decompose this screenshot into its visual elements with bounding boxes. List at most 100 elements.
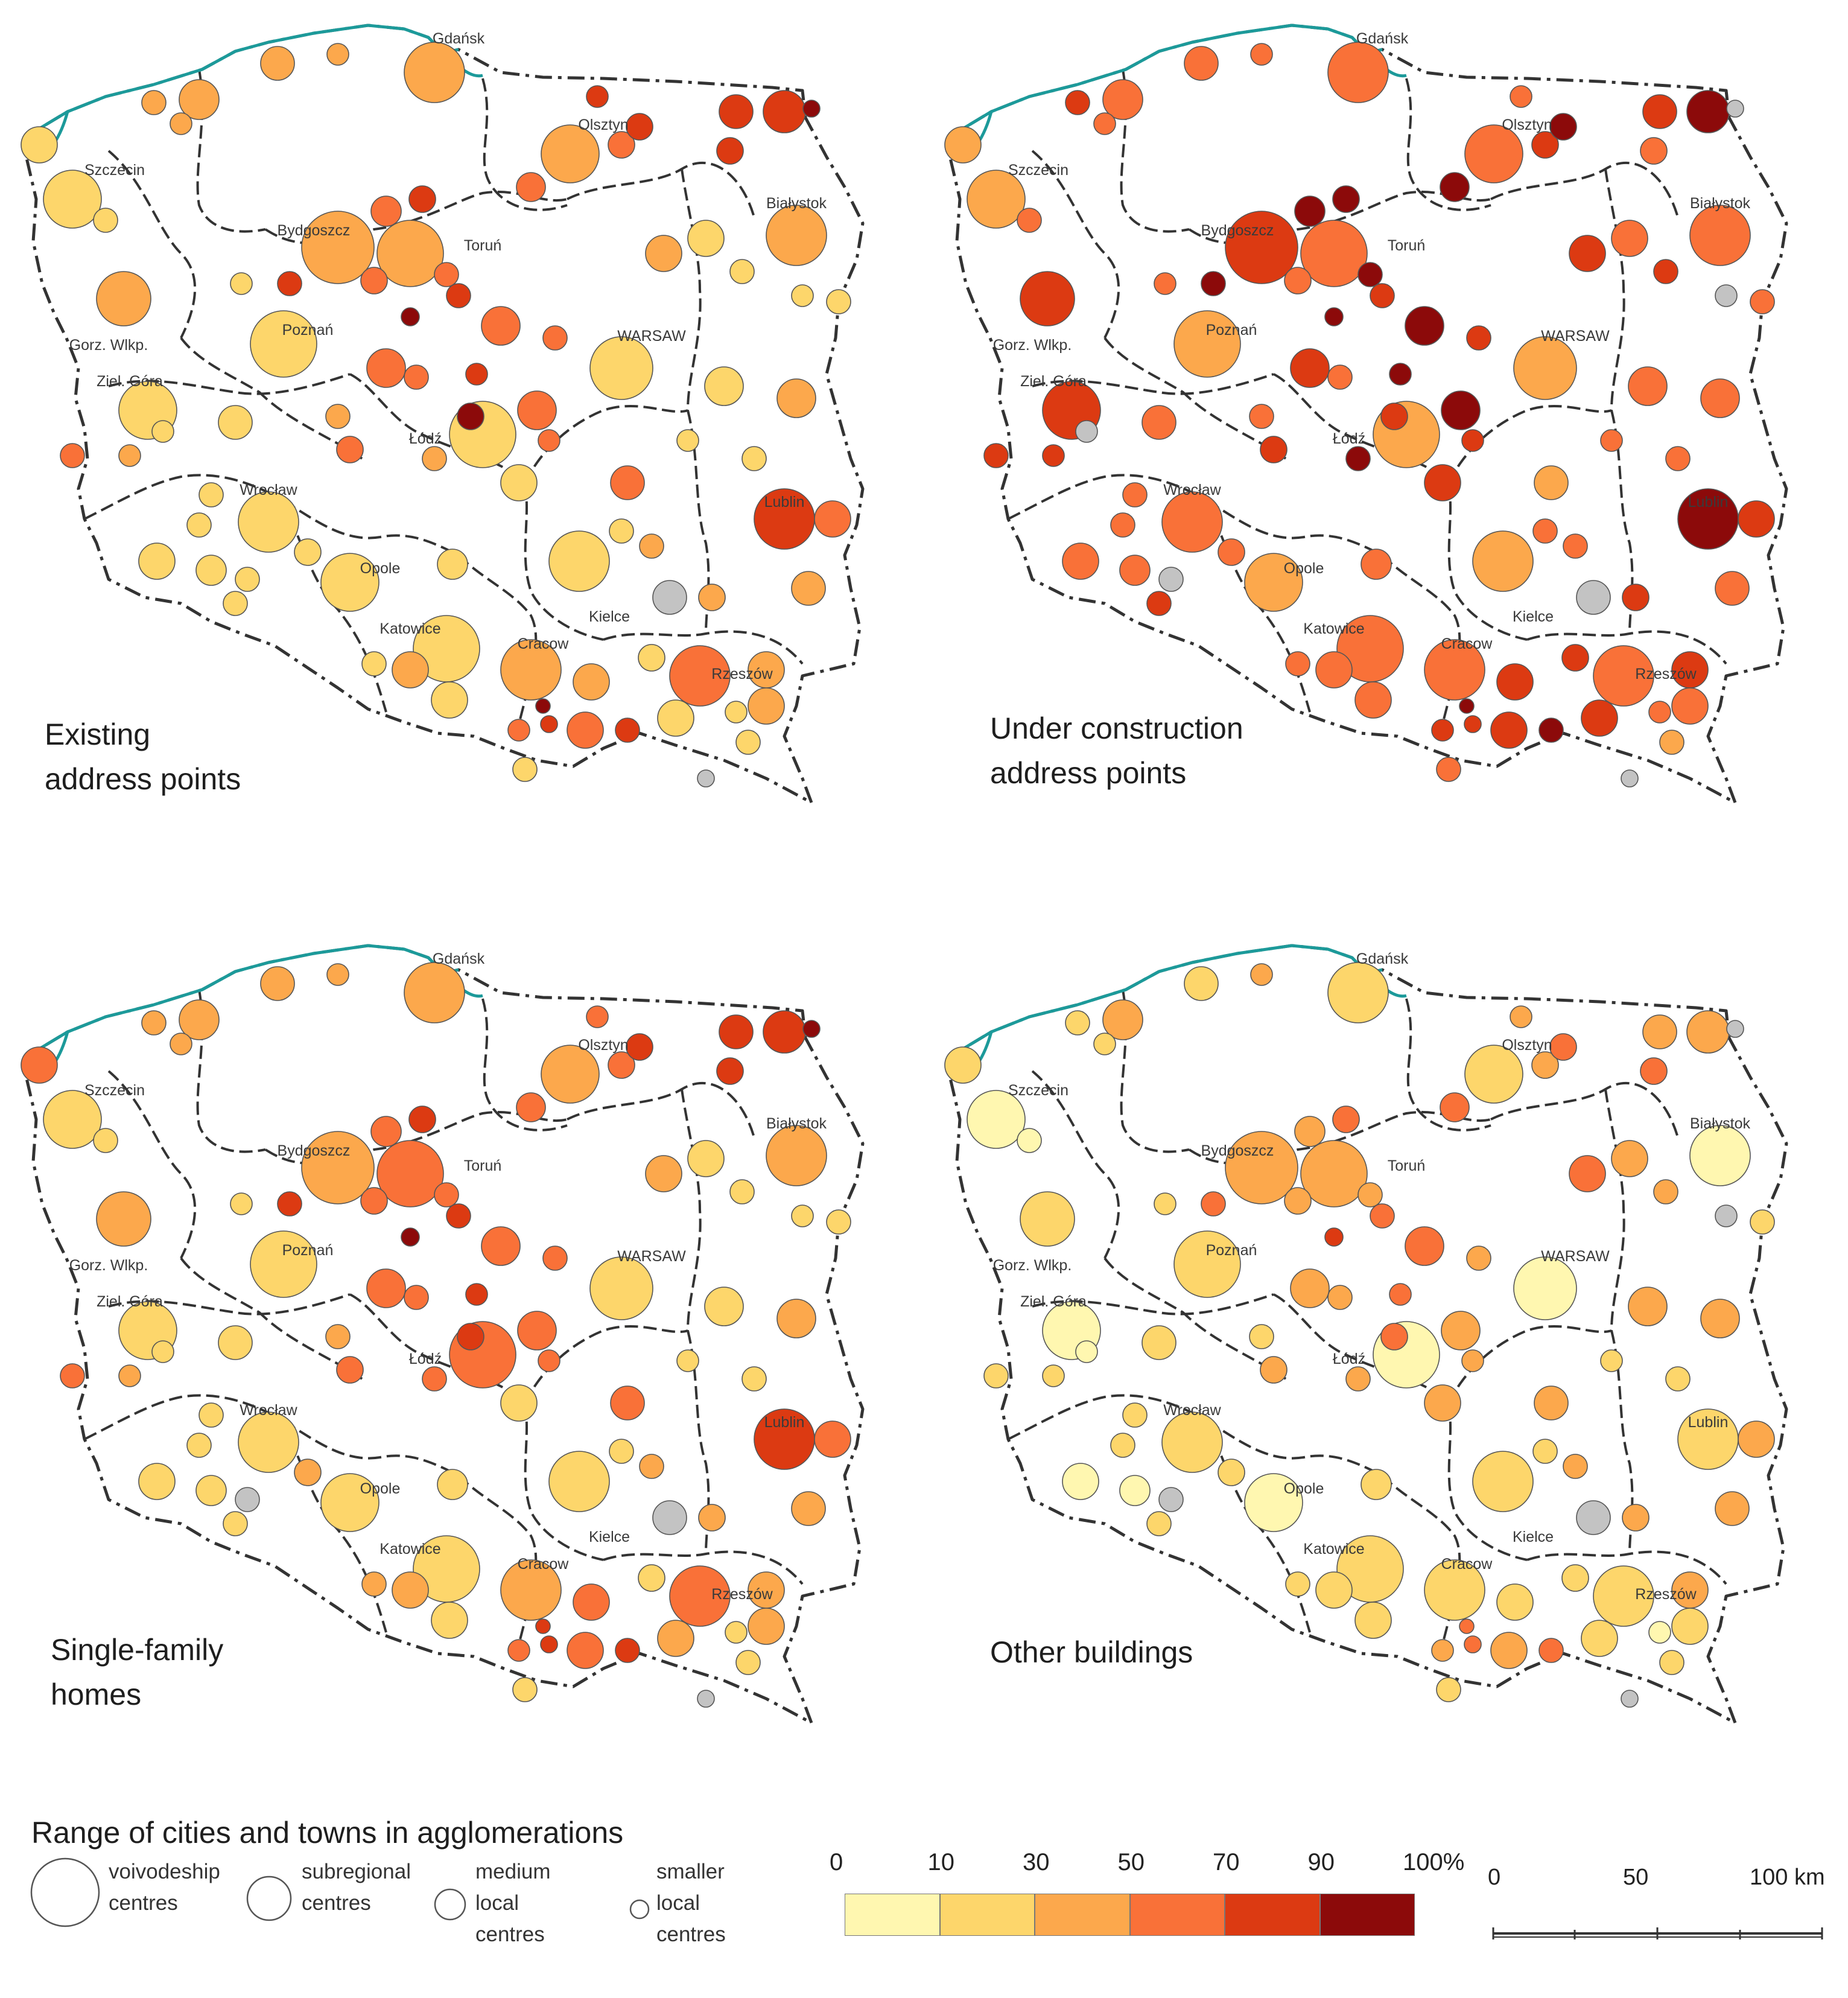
town-bubble xyxy=(1750,289,1775,314)
town-bubble xyxy=(538,1349,560,1372)
voivodeship-border xyxy=(1273,1293,1450,1404)
town-bubble xyxy=(1370,283,1395,308)
voivodeship-border xyxy=(1447,1402,1528,1561)
town-bubble xyxy=(1102,999,1143,1040)
town-bubble xyxy=(431,681,468,719)
town-bubble xyxy=(1700,378,1740,418)
town-bubble xyxy=(1611,1140,1648,1177)
town-bubble xyxy=(573,1583,610,1621)
town-bubble xyxy=(548,1451,610,1512)
town-bubble xyxy=(1621,1690,1639,1708)
town-bubble xyxy=(218,405,253,440)
town-bubble xyxy=(1300,1140,1368,1207)
town-bubble xyxy=(465,363,488,386)
city-label: Toruń xyxy=(1388,1157,1426,1174)
town-bubble xyxy=(716,137,744,165)
voivodeship-border xyxy=(1604,168,1625,411)
town-bubble xyxy=(1424,639,1485,701)
town-bubble xyxy=(370,1116,402,1147)
city-label: Wrocław xyxy=(240,482,297,498)
color-swatch xyxy=(1129,1894,1225,1936)
town-bubble xyxy=(1738,500,1775,538)
town-bubble xyxy=(548,530,610,592)
town-bubble xyxy=(944,1046,982,1084)
town-bubble xyxy=(719,1014,754,1049)
town-bubble xyxy=(1380,1323,1408,1351)
city-label: Poznań xyxy=(1206,1242,1257,1259)
town-bubble xyxy=(1142,1325,1176,1360)
town-bubble xyxy=(697,769,715,787)
town-bubble xyxy=(1324,1227,1344,1247)
town-bubble xyxy=(1065,1010,1090,1036)
voivodeship-border xyxy=(1031,150,1120,339)
town-bubble xyxy=(1490,1632,1528,1669)
town-bubble xyxy=(1284,1187,1312,1215)
town-bubble xyxy=(814,500,851,538)
city-label: Lublin xyxy=(1688,494,1729,511)
voivodeship-border xyxy=(481,998,568,1131)
town-bubble xyxy=(294,538,322,566)
voivodeship-border xyxy=(1447,482,1528,641)
town-bubble xyxy=(791,1491,826,1526)
voivodeship-border xyxy=(1405,78,1491,211)
town-bubble xyxy=(776,378,816,418)
voivodeship-border xyxy=(1381,554,1461,725)
city-label: Bydgoszcz xyxy=(278,1142,351,1159)
town-bubble xyxy=(1119,555,1151,586)
city-label: Gorz. Wlkp. xyxy=(993,337,1072,354)
town-bubble xyxy=(1715,571,1750,606)
city-label: Rzeszów xyxy=(1635,666,1697,682)
town-bubble xyxy=(615,717,640,743)
town-bubble xyxy=(610,465,645,500)
town-bubble xyxy=(626,1033,653,1061)
town-bubble xyxy=(361,1571,387,1597)
scalebar-label-0: 0 xyxy=(1488,1865,1501,1890)
town-bubble xyxy=(944,126,982,164)
town-bubble xyxy=(1260,436,1288,463)
town-bubble xyxy=(608,1051,635,1079)
town-bubble xyxy=(1611,220,1648,257)
voivodeship-border xyxy=(1447,405,1612,483)
town-bubble xyxy=(1459,698,1475,714)
town-bubble xyxy=(698,584,726,611)
town-bubble xyxy=(186,1433,212,1458)
town-bubble xyxy=(652,580,687,615)
town-bubble xyxy=(1496,663,1534,701)
city-label: Opole xyxy=(1284,560,1324,577)
town-bubble xyxy=(43,170,102,229)
town-bubble xyxy=(1600,429,1623,452)
town-bubble xyxy=(1142,405,1176,440)
voivodeship-border xyxy=(524,405,688,483)
city-label: Kielce xyxy=(589,1529,630,1545)
town-bubble xyxy=(814,1421,851,1458)
town-bubble xyxy=(1201,271,1226,296)
town-bubble xyxy=(626,113,653,141)
town-bubble xyxy=(645,235,682,272)
town-bubble xyxy=(235,1487,260,1512)
town-bubble xyxy=(1300,220,1368,287)
town-bubble xyxy=(639,1454,664,1479)
panel-caption: Single-family homes xyxy=(51,1633,224,1711)
color-swatch xyxy=(1035,1894,1130,1936)
city-label: Opole xyxy=(360,1480,401,1497)
town-bubble xyxy=(1431,1639,1454,1662)
town-bubble xyxy=(1513,336,1577,400)
town-bubble xyxy=(1538,1638,1564,1663)
town-bubble xyxy=(1361,1469,1392,1500)
town-bubble xyxy=(238,491,299,553)
city-label: WARSAW xyxy=(1541,328,1610,345)
voivodeship-border xyxy=(1206,1420,1383,1477)
town-bubble xyxy=(366,1268,406,1308)
town-bubble xyxy=(408,1106,436,1133)
town-bubble xyxy=(434,1182,459,1207)
town-bubble xyxy=(1327,962,1389,1023)
town-bubble xyxy=(230,272,253,295)
panel-caption: Existing address points xyxy=(45,717,241,796)
town-bubble xyxy=(725,701,748,724)
town-bubble xyxy=(1510,1005,1532,1028)
town-bubble xyxy=(422,446,447,471)
town-bubble xyxy=(1357,1182,1383,1207)
town-bubble xyxy=(1659,1650,1684,1675)
town-bubble xyxy=(21,126,58,164)
town-bubble xyxy=(1327,1285,1353,1310)
